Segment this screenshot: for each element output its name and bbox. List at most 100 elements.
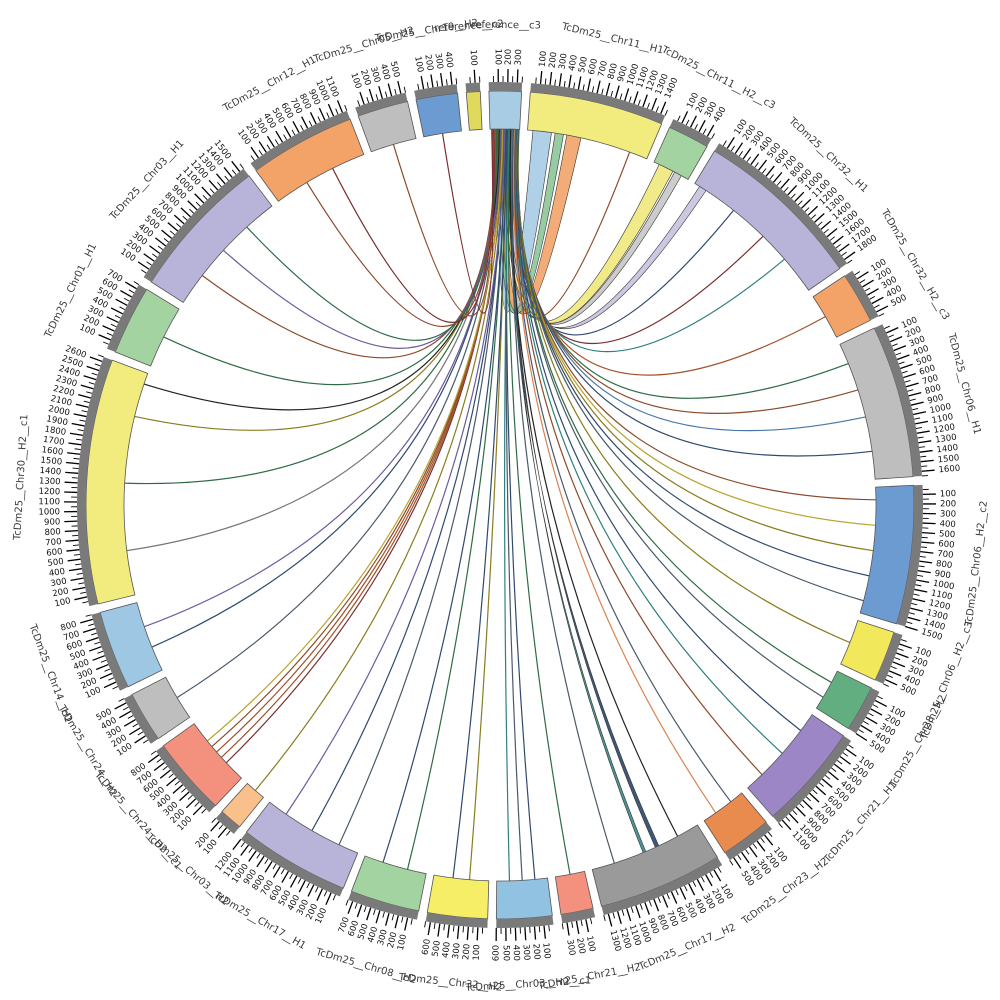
- tick-label: 900: [44, 517, 61, 528]
- synteny-link-Chr06_H2_c3: [517, 129, 851, 644]
- tick: [888, 334, 895, 338]
- tick: [110, 323, 117, 328]
- tick: [150, 750, 157, 755]
- synteny-link-Chr03_H1: [201, 129, 496, 359]
- tick-label: 900: [927, 393, 945, 407]
- tick: [580, 920, 583, 927]
- tick: [591, 86, 595, 93]
- tick: [149, 245, 161, 254]
- tick: [685, 119, 690, 126]
- synteny-link-Chr08_H2: [382, 129, 507, 863]
- tick: [81, 410, 88, 413]
- tick: [628, 96, 632, 103]
- tick: [65, 471, 79, 474]
- tick: [818, 782, 824, 787]
- tick-label: 400: [939, 519, 956, 530]
- tick-label: 700: [921, 373, 939, 387]
- tick: [103, 681, 117, 689]
- tick: [185, 798, 197, 809]
- tick-label: 100: [584, 935, 597, 953]
- tick: [210, 821, 220, 832]
- tick: [163, 238, 169, 243]
- tick: [85, 614, 92, 617]
- tick: [153, 762, 165, 772]
- tick: [335, 108, 339, 115]
- tick: [64, 529, 78, 533]
- tick: [814, 213, 825, 223]
- tick: [838, 243, 850, 253]
- tick: [890, 665, 897, 670]
- tick: [420, 76, 425, 90]
- tick: [884, 325, 891, 329]
- tick: [912, 408, 919, 411]
- tick: [306, 882, 310, 889]
- synteny-link-Chr05_H2: [392, 129, 494, 317]
- tick: [921, 541, 935, 544]
- synteny-link-Chr28_H2: [516, 129, 824, 698]
- tick: [783, 186, 789, 193]
- tick: [436, 80, 439, 87]
- tick-label: 100: [468, 49, 479, 66]
- segment-axis-Chr08_H2: [348, 891, 419, 920]
- tick: [167, 222, 179, 232]
- tick: [908, 612, 915, 615]
- tick: [630, 906, 634, 913]
- tick: [72, 586, 86, 591]
- tick: [123, 297, 130, 302]
- segment-label-Chr06_H2_c2: TcDm25__Chr06__H2__c2: [964, 500, 990, 627]
- tick: [404, 917, 409, 931]
- tick: [871, 296, 884, 305]
- segment-axis-Chr14_H1: [91, 612, 129, 691]
- tick: [80, 618, 93, 624]
- tick: [424, 921, 427, 928]
- tick: [823, 228, 829, 234]
- tick: [748, 846, 758, 858]
- tick: [621, 909, 625, 916]
- tick: [391, 914, 395, 921]
- tick: [272, 863, 277, 870]
- tick: [100, 659, 107, 663]
- tick-label: 1500: [937, 453, 960, 465]
- tick: [637, 99, 641, 106]
- tick: [437, 923, 441, 937]
- tick: [157, 245, 164, 251]
- tick: [722, 140, 727, 146]
- segment-arc-Chr03_H2: [221, 782, 265, 828]
- tick: [920, 455, 927, 458]
- tick: [410, 918, 413, 925]
- tick-label: 400: [511, 945, 522, 962]
- tick: [516, 69, 519, 83]
- tick: [898, 361, 905, 365]
- tick: [250, 155, 255, 161]
- tick: [156, 758, 162, 763]
- tick: [473, 69, 476, 83]
- tick: [664, 109, 668, 116]
- tick: [566, 922, 570, 936]
- tick: [859, 279, 866, 284]
- tick-label: 100: [472, 944, 483, 961]
- tick: [378, 86, 384, 99]
- segment-arc-Chr11_H1: [527, 91, 663, 160]
- tick-label: 900: [616, 65, 630, 83]
- tick: [86, 365, 100, 372]
- tick: [568, 74, 572, 88]
- tick: [308, 120, 313, 127]
- segment-axis-Chr21_H1: [772, 735, 852, 824]
- tick: [427, 922, 431, 936]
- tick: [161, 229, 173, 239]
- segment-arc-Chr17_H2: [591, 824, 719, 907]
- tick: [97, 650, 104, 654]
- tick: [217, 181, 222, 188]
- synteny-link-Chr21_H1: [514, 129, 783, 754]
- tick: [92, 655, 105, 661]
- tick: [533, 926, 537, 940]
- tick-label: 700: [45, 537, 62, 548]
- tick: [368, 88, 374, 102]
- tick: [919, 555, 926, 558]
- tick: [202, 195, 208, 201]
- tick: [561, 923, 564, 930]
- segment-axis-Chr01_H1: [106, 284, 147, 353]
- tick: [844, 251, 856, 261]
- segment-axis-Chr06_H1: [874, 324, 923, 477]
- tick-label: 1700: [42, 435, 65, 448]
